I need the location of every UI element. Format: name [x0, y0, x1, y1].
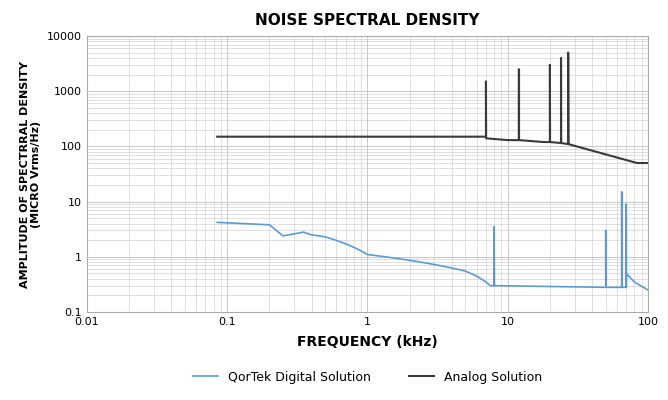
QorTek Digital Solution [377, 254, 385, 259]
X-axis label: FREQUENCY (kHz): FREQUENCY (kHz) [297, 335, 438, 349]
Analog Solution [644, 161, 652, 166]
QorTek Digital Solution [454, 267, 462, 272]
Line: Analog Solution: Analog Solution [217, 53, 648, 163]
Analog Solution [564, 50, 572, 55]
Analog Solution [546, 62, 554, 67]
QorTek Digital Solution [321, 234, 329, 239]
Analog Solution [636, 161, 644, 166]
Legend: QorTek Digital Solution, Analog Solution: QorTek Digital Solution, Analog Solution [188, 366, 546, 388]
Analog Solution [213, 134, 221, 139]
Analog Solution [597, 151, 605, 156]
Analog Solution [482, 79, 490, 84]
QorTek Digital Solution [448, 266, 456, 270]
QorTek Digital Solution [213, 220, 221, 225]
Y-axis label: AMPLITUDE OF SPECTRRAL DENSITY
(MICRO Vrms/Hz): AMPLITUDE OF SPECTRRAL DENSITY (MICRO Vr… [20, 60, 41, 288]
Analog Solution [600, 152, 608, 156]
Analog Solution [482, 134, 490, 139]
Title: NOISE SPECTRAL DENSITY: NOISE SPECTRAL DENSITY [255, 13, 480, 28]
Line: QorTek Digital Solution: QorTek Digital Solution [217, 192, 648, 290]
QorTek Digital Solution [644, 288, 652, 292]
QorTek Digital Solution [622, 285, 630, 290]
QorTek Digital Solution [321, 234, 329, 239]
QorTek Digital Solution [618, 190, 626, 194]
Analog Solution [564, 142, 572, 146]
